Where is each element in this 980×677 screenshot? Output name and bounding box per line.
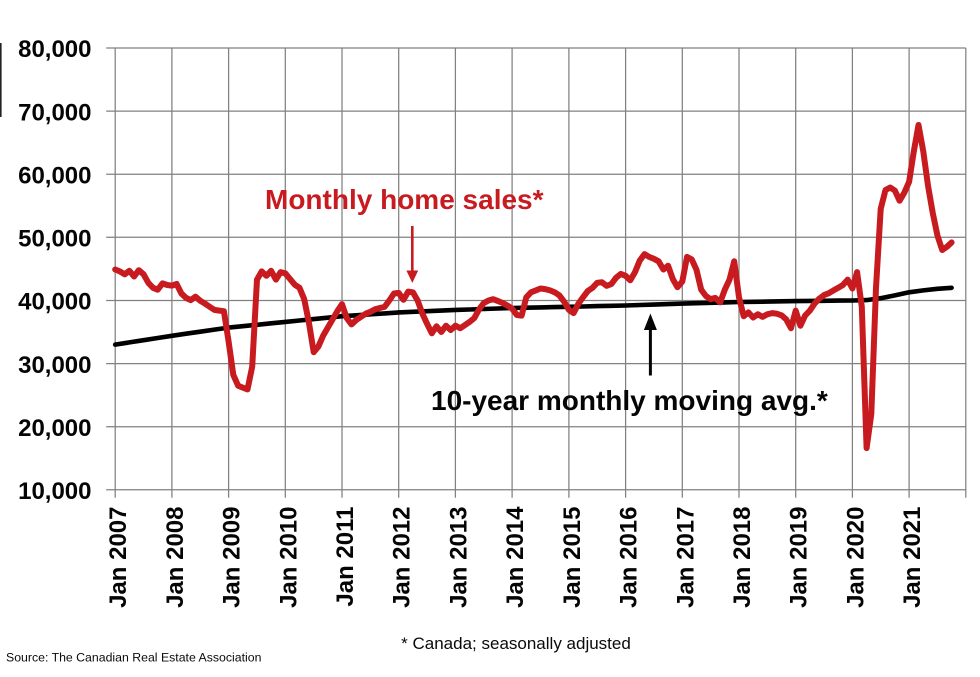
svg-text:40,000: 40,000 — [18, 289, 91, 316]
svg-text:Jan 2013: Jan 2013 — [445, 507, 472, 608]
svg-text:30,000: 30,000 — [18, 352, 91, 379]
svg-text:Jan 2019: Jan 2019 — [786, 507, 813, 608]
svg-text:Jan 2010: Jan 2010 — [275, 507, 302, 608]
svg-text:Jan 2016: Jan 2016 — [616, 507, 643, 608]
svg-text:Jan 2008: Jan 2008 — [162, 507, 189, 608]
svg-text:* Canada; seasonally adjusted: * Canada; seasonally adjusted — [401, 634, 631, 653]
svg-text:Jan 2017: Jan 2017 — [672, 507, 699, 608]
svg-text:50,000: 50,000 — [18, 226, 91, 253]
svg-text:Jan 2009: Jan 2009 — [219, 507, 246, 608]
svg-text:Monthly home sales*: Monthly home sales* — [265, 184, 544, 215]
svg-text:Jan 2015: Jan 2015 — [559, 507, 586, 608]
svg-text:Jan 2014: Jan 2014 — [502, 506, 529, 608]
svg-text:Source: The Canadian Real Esta: Source: The Canadian Real Estate Associa… — [6, 651, 262, 665]
svg-text:20,000: 20,000 — [18, 415, 91, 442]
svg-text:80,000: 80,000 — [18, 36, 91, 63]
svg-text:70,000: 70,000 — [18, 99, 91, 126]
svg-text:10,000: 10,000 — [18, 478, 91, 505]
svg-text:Jan 2020: Jan 2020 — [842, 507, 869, 608]
svg-text:Jan 2021: Jan 2021 — [899, 507, 926, 608]
svg-text:Jan 2011: Jan 2011 — [332, 507, 359, 607]
svg-text:Jan 2007: Jan 2007 — [105, 507, 132, 608]
svg-text:Jan 2018: Jan 2018 — [729, 507, 756, 608]
svg-text:60,000: 60,000 — [18, 162, 91, 189]
svg-text:10-year monthly moving avg.*: 10-year monthly moving avg.* — [431, 385, 828, 416]
svg-text:Jan 2012: Jan 2012 — [389, 507, 416, 608]
